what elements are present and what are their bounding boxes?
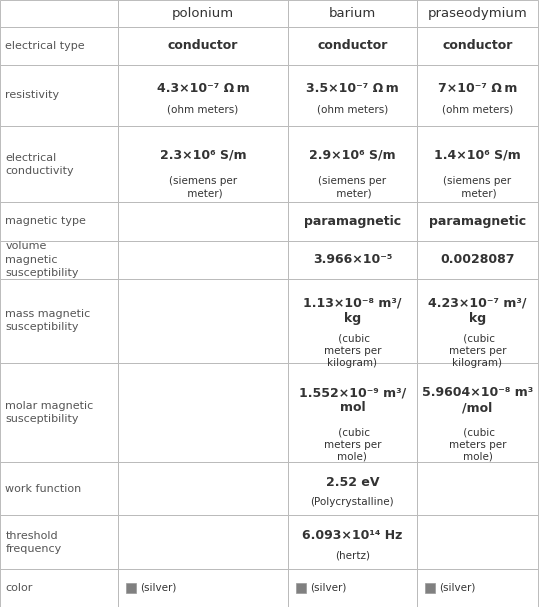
Text: (cubic
meters per
mole): (cubic meters per mole) — [449, 427, 506, 462]
Bar — [0, 65, 118, 126]
Bar — [417, 362, 538, 462]
Text: 3.5×10⁻⁷ Ω m: 3.5×10⁻⁷ Ω m — [306, 81, 399, 95]
Text: 6.093×10¹⁴ Hz: 6.093×10¹⁴ Hz — [302, 529, 402, 542]
Text: magnetic type: magnetic type — [5, 217, 86, 226]
Bar — [118, 279, 288, 362]
Bar — [118, 569, 288, 607]
Text: (Polycrystalline): (Polycrystalline) — [311, 497, 394, 507]
Text: threshold
frequency: threshold frequency — [5, 531, 62, 554]
Text: 7×10⁻⁷ Ω m: 7×10⁻⁷ Ω m — [438, 81, 517, 95]
Text: (siemens per
 meter): (siemens per meter) — [169, 175, 237, 198]
Text: 2.3×10⁶ S/m: 2.3×10⁶ S/m — [160, 149, 246, 161]
Text: 5.9604×10⁻⁸ m³
/mol: 5.9604×10⁻⁸ m³ /mol — [422, 387, 533, 415]
Text: (siemens per
 meter): (siemens per meter) — [318, 175, 387, 198]
Bar — [288, 126, 417, 202]
Bar — [417, 65, 538, 126]
Bar — [288, 240, 417, 279]
Text: praseodymium: praseodymium — [428, 7, 527, 20]
Bar — [0, 569, 118, 607]
Bar — [0, 462, 118, 515]
Bar — [0, 240, 118, 279]
Bar — [417, 462, 538, 515]
Bar — [0, 362, 118, 462]
Bar — [118, 27, 288, 65]
Bar — [417, 202, 538, 240]
Bar — [0, 515, 118, 569]
Text: electrical
conductivity: electrical conductivity — [5, 152, 74, 176]
Text: work function: work function — [5, 484, 82, 493]
Text: 4.23×10⁻⁷ m³/
kg: 4.23×10⁻⁷ m³/ kg — [428, 297, 527, 325]
Text: barium: barium — [329, 7, 376, 20]
Bar — [417, 126, 538, 202]
Text: 3.966×10⁻⁵: 3.966×10⁻⁵ — [313, 253, 392, 266]
Text: resistivity: resistivity — [5, 90, 60, 100]
Bar — [288, 279, 417, 362]
Bar — [118, 515, 288, 569]
Bar — [118, 462, 288, 515]
Bar — [417, 279, 538, 362]
Bar — [0, 0, 118, 27]
Bar — [288, 65, 417, 126]
Text: conductor: conductor — [442, 39, 513, 52]
Text: polonium: polonium — [172, 7, 234, 20]
Text: paramagnetic: paramagnetic — [304, 215, 401, 228]
Text: 1.4×10⁶ S/m: 1.4×10⁶ S/m — [434, 149, 521, 161]
Text: 2.9×10⁶ S/m: 2.9×10⁶ S/m — [309, 149, 396, 161]
Text: 1.552×10⁻⁹ m³/
mol: 1.552×10⁻⁹ m³/ mol — [299, 387, 406, 415]
Bar — [0, 279, 118, 362]
Text: electrical type: electrical type — [5, 41, 85, 51]
Bar — [118, 202, 288, 240]
Text: conductor: conductor — [317, 39, 388, 52]
Text: 0.0028087: 0.0028087 — [440, 253, 515, 266]
Bar — [417, 515, 538, 569]
Text: volume
magnetic
susceptibility: volume magnetic susceptibility — [5, 242, 79, 278]
Text: (silver): (silver) — [140, 583, 177, 593]
Text: (silver): (silver) — [310, 583, 346, 593]
Bar — [127, 583, 136, 593]
Bar — [288, 202, 417, 240]
Bar — [118, 0, 288, 27]
Text: 2.52 eV: 2.52 eV — [325, 476, 379, 489]
Text: 1.13×10⁻⁸ m³/
kg: 1.13×10⁻⁸ m³/ kg — [303, 297, 402, 325]
Bar — [118, 65, 288, 126]
Bar — [0, 27, 118, 65]
Text: (ohm meters): (ohm meters) — [442, 104, 513, 115]
Bar — [0, 126, 118, 202]
Text: conductor: conductor — [168, 39, 238, 52]
Bar — [288, 462, 417, 515]
Bar — [417, 569, 538, 607]
Bar — [417, 240, 538, 279]
Text: color: color — [5, 583, 33, 593]
Text: (cubic
meters per
kilogram): (cubic meters per kilogram) — [324, 333, 381, 368]
Bar — [288, 27, 417, 65]
Bar — [288, 362, 417, 462]
Bar — [417, 27, 538, 65]
Text: (cubic
meters per
mole): (cubic meters per mole) — [324, 427, 381, 462]
Text: (cubic
meters per
kilogram): (cubic meters per kilogram) — [449, 333, 506, 368]
Bar — [288, 515, 417, 569]
Bar — [288, 569, 417, 607]
Bar — [417, 0, 538, 27]
Text: (ohm meters): (ohm meters) — [317, 104, 388, 115]
Text: 4.3×10⁻⁷ Ω m: 4.3×10⁻⁷ Ω m — [157, 81, 250, 95]
Text: (silver): (silver) — [439, 583, 476, 593]
Bar — [118, 240, 288, 279]
Text: paramagnetic: paramagnetic — [429, 215, 526, 228]
Bar — [425, 583, 435, 593]
Text: (ohm meters): (ohm meters) — [168, 104, 239, 115]
Text: molar magnetic
susceptibility: molar magnetic susceptibility — [5, 401, 93, 424]
Bar — [296, 583, 306, 593]
Text: (hertz): (hertz) — [335, 550, 370, 560]
Bar — [118, 362, 288, 462]
Bar — [288, 0, 417, 27]
Bar — [118, 126, 288, 202]
Text: (siemens per
 meter): (siemens per meter) — [443, 175, 512, 198]
Bar — [0, 202, 118, 240]
Text: mass magnetic
susceptibility: mass magnetic susceptibility — [5, 309, 91, 332]
